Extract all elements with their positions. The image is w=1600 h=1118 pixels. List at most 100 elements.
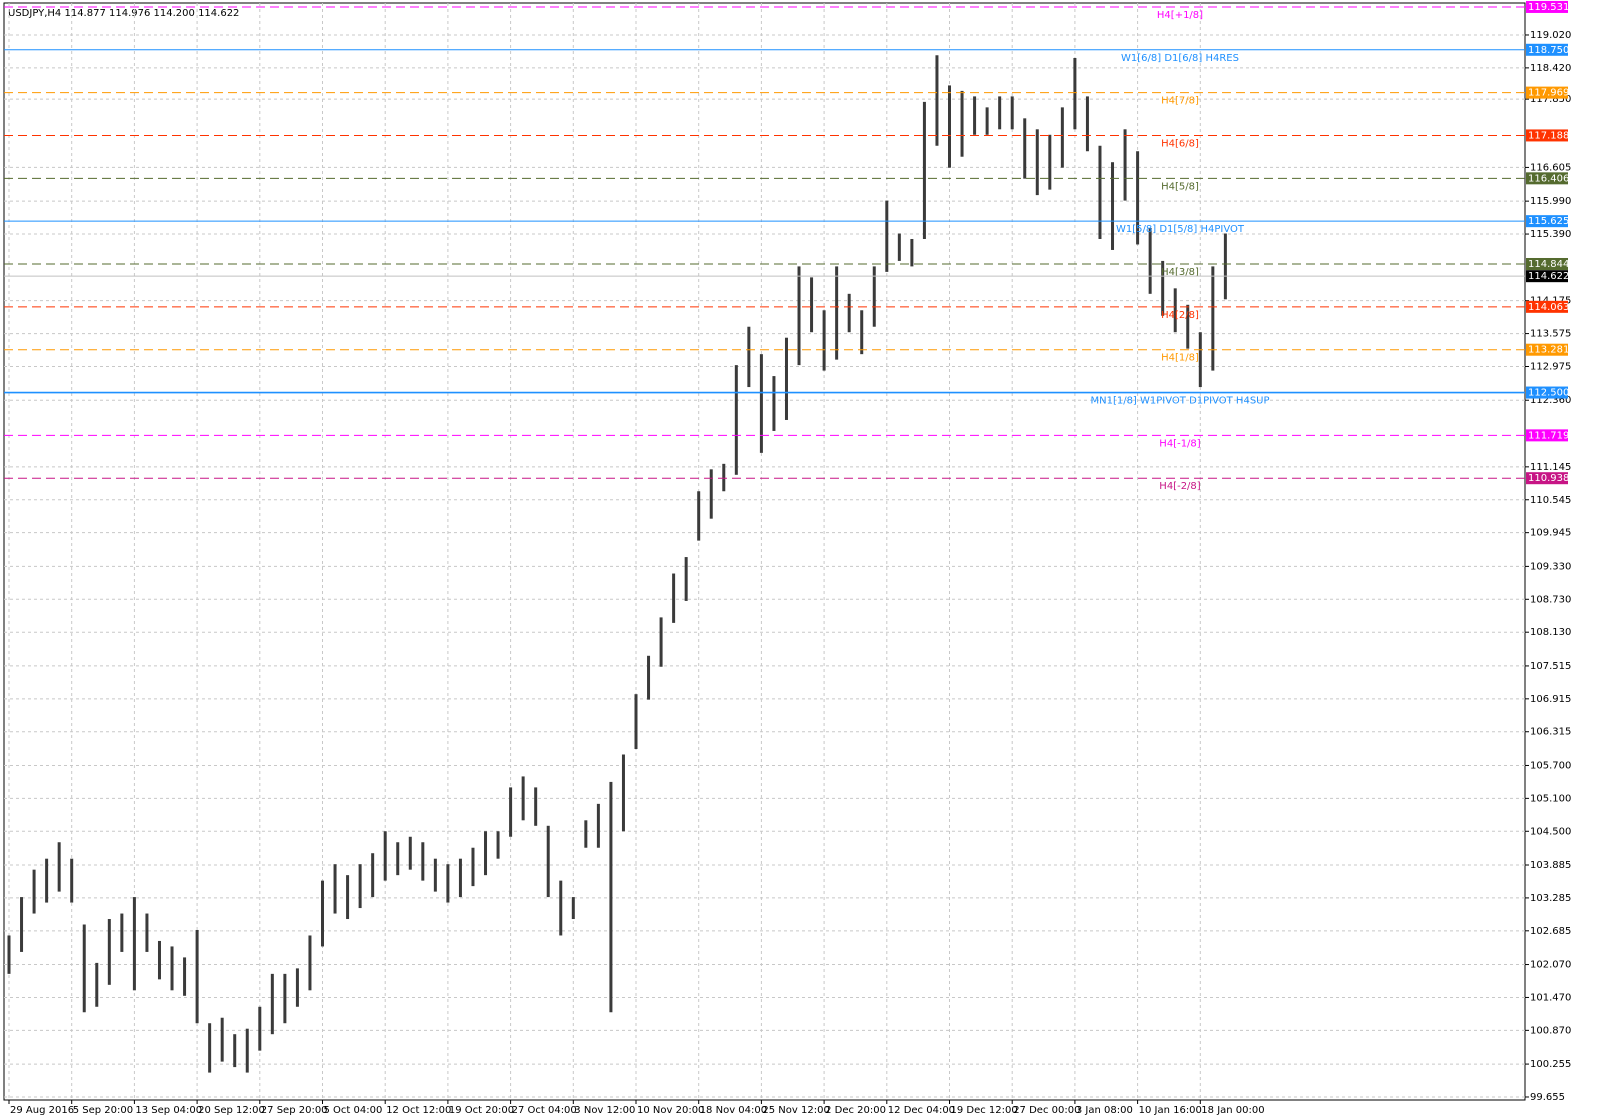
price-bar (1010, 96, 1014, 130)
price-bar (647, 655, 651, 700)
x-tick-label: 29 Aug 2016 (10, 1105, 74, 1116)
price-bar (797, 266, 801, 366)
price-bar (45, 858, 49, 903)
price-tag-label: 119.531 (1528, 2, 1569, 13)
price-bar (621, 754, 625, 832)
price-tag (1526, 429, 1568, 442)
price-bar (408, 836, 412, 870)
price-bar (922, 101, 926, 239)
x-tick-label: 27 Sep 20:00 (261, 1105, 328, 1116)
price-bar (32, 869, 36, 914)
price-bar (998, 96, 1002, 130)
price-bar (709, 469, 713, 519)
price-tag (1526, 43, 1568, 56)
price-tag-label: 117.188 (1528, 130, 1569, 141)
price-bar (107, 919, 111, 985)
price-bar (1173, 288, 1177, 333)
x-tick-label: 12 Dec 04:00 (888, 1105, 955, 1116)
price-bar (270, 973, 274, 1035)
y-tick-label: 100.870 (1530, 1025, 1571, 1036)
price-tag-label: 111.719 (1528, 430, 1569, 441)
price-bar (233, 1034, 237, 1068)
price-tag (1526, 129, 1568, 142)
price-bar (1023, 118, 1027, 179)
price-bar (1211, 266, 1215, 371)
y-tick-label: 106.315 (1530, 727, 1571, 738)
price-bar (1161, 260, 1165, 316)
price-bar (860, 310, 864, 355)
y-tick-label: 110.545 (1530, 495, 1571, 506)
y-tick-label: 107.515 (1530, 661, 1571, 672)
level-name: MN1[1/8] W1PIVOT D1PIVOT H4SUP (1090, 396, 1269, 407)
y-tick-label: 112.360 (1530, 395, 1571, 406)
x-tick-label: 27 Oct 04:00 (512, 1105, 577, 1116)
price-bar (747, 326, 751, 388)
y-tick-label: 104.500 (1530, 826, 1571, 837)
price-tag (1526, 215, 1568, 228)
y-tick-label: 103.285 (1530, 893, 1571, 904)
price-bar (120, 913, 124, 952)
level-name: H4[1/8] (1161, 353, 1199, 364)
x-tick-label: 3 Nov 12:00 (574, 1105, 635, 1116)
price-bar (810, 277, 814, 333)
price-bar (872, 266, 876, 327)
price-tag-label: 112.500 (1528, 388, 1569, 399)
price-bar (1073, 58, 1077, 130)
price-tag-label: 115.625 (1528, 216, 1569, 227)
price-bar (1186, 304, 1190, 349)
price-bar (1136, 151, 1140, 245)
price-bar (446, 864, 450, 903)
price-bar (1060, 107, 1064, 168)
price-tag (1526, 472, 1568, 485)
price-bar (95, 962, 99, 1007)
level-name: H4[6/8] (1161, 138, 1199, 149)
y-tick-label: 101.470 (1530, 992, 1571, 1003)
price-bar (584, 820, 588, 848)
x-tick-label: 13 Sep 04:00 (135, 1105, 202, 1116)
price-bar (346, 875, 350, 920)
price-bar (258, 1006, 262, 1051)
price-tag-label: 113.281 (1528, 345, 1569, 356)
price-tag-label: 114.844 (1528, 259, 1569, 270)
x-tick-label: 19 Dec 12:00 (951, 1105, 1018, 1116)
price-bar (672, 573, 676, 623)
price-bar (960, 90, 964, 157)
price-tag (1526, 172, 1568, 185)
price-tag (1526, 257, 1568, 270)
price-bar (948, 85, 951, 168)
y-tick-label: 115.390 (1530, 229, 1571, 240)
x-tick-label: 27 Dec 00:00 (1013, 1105, 1080, 1116)
price-bar (7, 935, 11, 974)
price-bar (973, 96, 977, 135)
price-bar (433, 858, 437, 892)
y-tick-label: 115.990 (1530, 196, 1571, 207)
x-tick-label: 10 Jan 16:00 (1139, 1105, 1202, 1116)
price-bar (985, 107, 989, 135)
price-bar (1111, 162, 1115, 250)
price-bar (935, 55, 939, 146)
level-name: H4[+1/8] (1157, 10, 1203, 21)
price-bar (659, 617, 663, 667)
level-name: H4[7/8] (1161, 96, 1199, 107)
level-name: H4[5/8] (1161, 181, 1199, 192)
level-name: H4[3/8] (1161, 267, 1199, 278)
x-tick-label: 12 Oct 12:00 (386, 1105, 451, 1116)
price-bar (383, 831, 387, 881)
y-tick-label: 103.885 (1530, 860, 1571, 871)
price-tag-label: 117.969 (1528, 88, 1569, 99)
x-tick-label: 3 Jan 08:00 (1076, 1105, 1133, 1116)
level-name: H4[2/8] (1161, 310, 1199, 321)
x-tick-label: 2 Dec 20:00 (825, 1105, 886, 1116)
price-bar (822, 310, 826, 371)
price-tag (1526, 343, 1568, 356)
price-bar (734, 365, 738, 475)
price-bar (1098, 145, 1102, 239)
price-bar (534, 787, 538, 826)
price-bar (396, 842, 400, 876)
x-tick-label: 20 Sep 12:00 (198, 1105, 265, 1116)
price-bar (722, 463, 726, 492)
current-price-label: 114.622 (1528, 271, 1569, 282)
price-bar (634, 694, 638, 750)
price-bar (70, 858, 74, 903)
